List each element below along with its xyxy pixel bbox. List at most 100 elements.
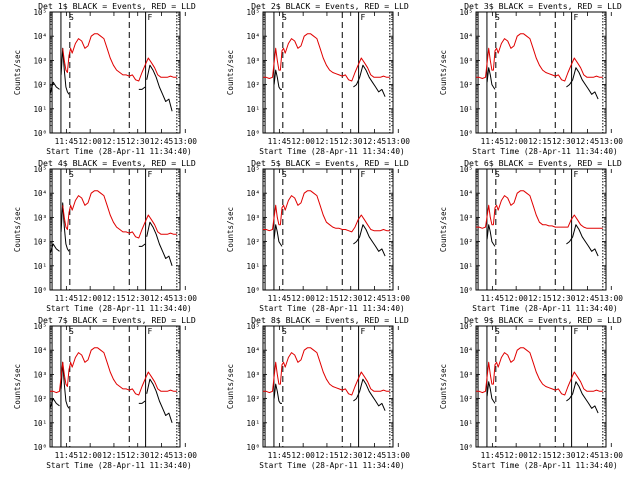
interval-flag-label: F <box>360 170 365 179</box>
events-series-line <box>49 81 60 95</box>
y-tick-label: 10¹ <box>459 419 473 428</box>
interval-flag-label: S <box>69 327 74 336</box>
y-tick-label: 10⁰ <box>459 286 473 295</box>
y-axis-label: Counts/sec <box>13 207 22 252</box>
x-tick-label: 12:45 <box>150 137 174 146</box>
x-tick-label: 12:30 <box>552 137 576 146</box>
y-axis-label: Counts/sec <box>439 207 448 252</box>
x-tick-label: 12:15 <box>102 451 126 460</box>
x-tick-label: 12:00 <box>78 294 102 303</box>
x-tick-label: 13:00 <box>174 451 198 460</box>
y-axis-label: Counts/sec <box>226 364 235 409</box>
events-series-line <box>273 383 282 404</box>
y-tick-label: 10⁵ <box>459 8 473 17</box>
events-series-line <box>138 86 146 90</box>
x-tick-label: 12:00 <box>504 137 528 146</box>
x-tick-label: 11:45 <box>481 451 505 460</box>
x-tick-label: 11:45 <box>268 137 292 146</box>
y-tick-label: 10³ <box>33 56 47 65</box>
events-series-line <box>273 224 283 247</box>
x-tick-label: 12:45 <box>576 294 600 303</box>
panel-title: Det 7$ BLACK = Events, RED = LLD <box>38 315 196 325</box>
interval-flag-label: S <box>282 170 287 179</box>
y-tick-label: 10³ <box>33 370 47 379</box>
detector-panel-2: Det 2$ BLACK = Events, RED = LLD 10⁰ 10¹ 10… <box>226 1 410 156</box>
y-tick-label: 10² <box>459 395 473 404</box>
x-tick-label: 12:30 <box>126 294 150 303</box>
y-tick-label: 10⁴ <box>459 189 473 198</box>
x-tick-label: 12:00 <box>291 137 315 146</box>
y-tick-label: 10⁵ <box>33 8 47 17</box>
x-axis-label: Start Time (28-Apr-11 11:34:40) <box>259 147 405 156</box>
x-tick-label: 12:45 <box>150 294 174 303</box>
events-series-line <box>486 224 496 247</box>
lld-series-line <box>263 33 390 82</box>
y-tick-label: 10² <box>459 238 473 247</box>
x-tick-label: 13:00 <box>387 451 411 460</box>
plot-frame <box>475 11 607 134</box>
x-axis-label: Start Time (28-Apr-11 11:34:40) <box>472 461 618 470</box>
x-tick-label: 12:30 <box>339 294 363 303</box>
x-tick-label: 12:30 <box>339 451 363 460</box>
events-series-line <box>353 224 386 257</box>
interval-flag-label: S <box>282 13 287 22</box>
panel-title: Det 8$ BLACK = Events, RED = LLD <box>251 315 409 325</box>
y-axis-label: Counts/sec <box>439 50 448 95</box>
y-tick-label: 10¹ <box>33 419 47 428</box>
detector-panel-7: Det 7$ BLACK = Events, RED = LLD 10⁰ 10¹ 10… <box>13 315 197 470</box>
x-tick-label: 12:15 <box>102 294 126 303</box>
interval-flag-label: F <box>360 13 365 22</box>
y-tick-label: 10¹ <box>33 105 47 114</box>
x-tick-label: 12:00 <box>291 451 315 460</box>
panel-title: Det 2$ BLACK = Events, RED = LLD <box>251 1 409 11</box>
y-tick-label: 10³ <box>459 213 473 222</box>
y-tick-label: 10³ <box>246 213 260 222</box>
y-tick-label: 10⁰ <box>246 129 260 138</box>
events-series-line <box>60 47 70 95</box>
detector-panel-1: Det 1$ BLACK = Events, RED = LLD 10⁰ 10¹ 10… <box>13 1 197 156</box>
interval-flag-label: S <box>495 170 500 179</box>
lld-series-line <box>62 33 177 82</box>
interval-flag-label: F <box>573 13 578 22</box>
detector-panel-4: Det 4$ BLACK = Events, RED = LLD 10⁰ 10¹ 10… <box>13 158 197 313</box>
y-tick-label: 10⁰ <box>33 286 47 295</box>
interval-flag-label: S <box>282 327 287 336</box>
plot-frame <box>49 11 181 134</box>
y-tick-label: 10¹ <box>246 105 260 114</box>
plot-frame <box>262 325 394 448</box>
x-axis-label: Start Time (28-Apr-11 11:34:40) <box>46 147 192 156</box>
y-tick-label: 10³ <box>246 56 260 65</box>
y-tick-label: 10² <box>459 81 473 90</box>
x-tick-label: 12:00 <box>78 137 102 146</box>
events-series-line <box>486 381 496 404</box>
lld-series-line <box>476 347 603 396</box>
interval-flag-label: F <box>573 170 578 179</box>
y-axis-label: Counts/sec <box>13 50 22 95</box>
events-series-line <box>566 381 599 414</box>
x-tick-label: 13:00 <box>600 451 624 460</box>
panel-title: Det 4$ BLACK = Events, RED = LLD <box>38 158 196 168</box>
y-tick-label: 10⁵ <box>33 322 47 331</box>
x-tick-label: 13:00 <box>600 137 624 146</box>
x-tick-label: 12:30 <box>552 294 576 303</box>
x-tick-label: 12:00 <box>78 451 102 460</box>
x-tick-label: 12:00 <box>291 294 315 303</box>
interval-flag-label: S <box>495 13 500 22</box>
y-tick-label: 10⁵ <box>33 165 47 174</box>
x-tick-label: 13:00 <box>387 294 411 303</box>
x-axis-label: Start Time (28-Apr-11 11:34:40) <box>46 461 192 470</box>
x-tick-label: 11:45 <box>55 451 79 460</box>
x-tick-label: 11:45 <box>55 137 79 146</box>
x-axis-label: Start Time (28-Apr-11 11:34:40) <box>472 304 618 313</box>
y-tick-label: 10² <box>246 81 260 90</box>
events-series-line <box>353 378 386 411</box>
interval-flag-label: F <box>147 170 152 179</box>
events-series-line <box>566 67 599 100</box>
y-tick-label: 10⁰ <box>33 129 47 138</box>
x-tick-label: 12:00 <box>504 294 528 303</box>
x-tick-label: 12:15 <box>315 451 339 460</box>
y-tick-label: 10¹ <box>246 419 260 428</box>
y-tick-label: 10⁵ <box>459 322 473 331</box>
y-tick-label: 10⁴ <box>459 32 473 41</box>
